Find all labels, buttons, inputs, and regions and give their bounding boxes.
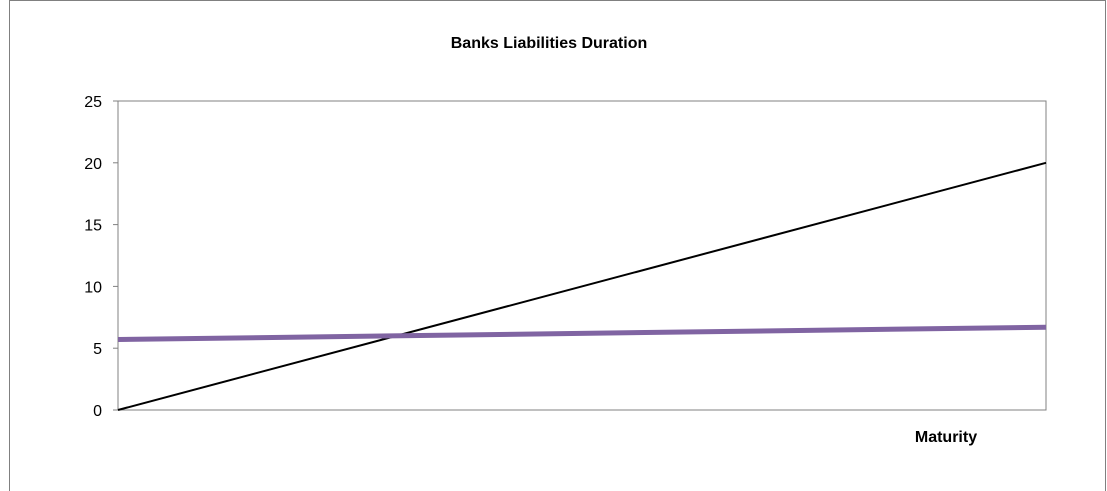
plot-area [117,100,1047,411]
x-axis-label: Maturity [915,429,977,446]
series-line-2 [117,324,1047,343]
y-tick-label: 15 [84,218,102,235]
chart-frame [9,0,1106,491]
y-tick-label: 20 [84,156,102,173]
y-tick-label: 25 [84,94,102,111]
y-tick-label: 5 [93,341,102,358]
series-line-1 [117,161,1047,411]
y-tick-label: 0 [93,403,102,420]
chart-title: Banks Liabilities Duration [451,35,647,52]
y-tick-label: 10 [84,279,102,296]
series-layer [117,161,1047,411]
y-axis: 0 5 10 15 20 25 [84,94,119,420]
